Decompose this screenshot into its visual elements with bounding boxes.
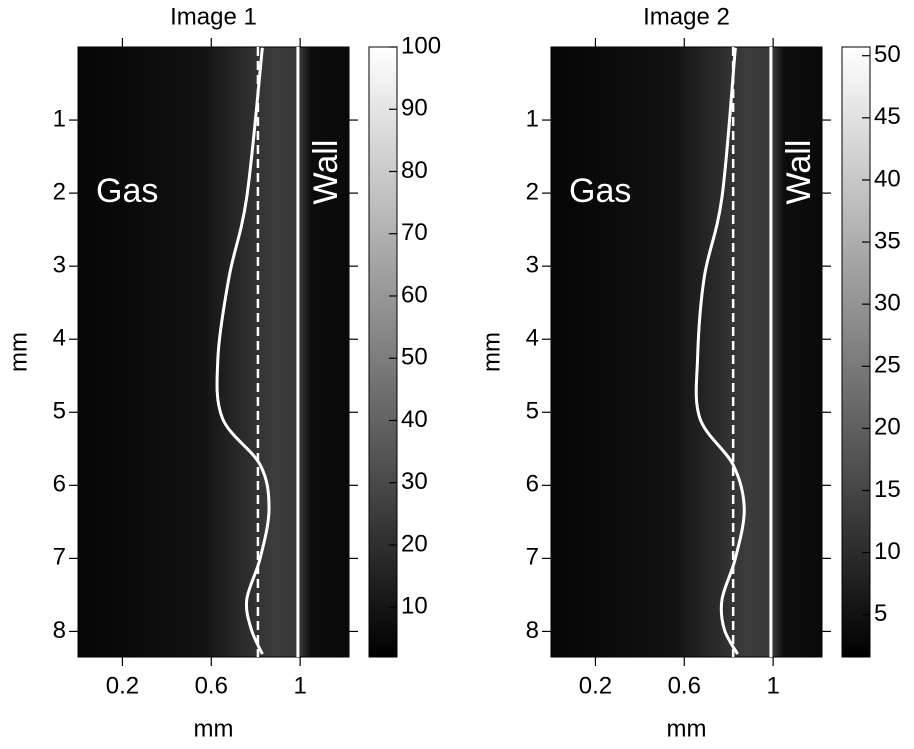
panel-title: Image 2 bbox=[643, 3, 730, 30]
colorbar-tick-label: 30 bbox=[874, 290, 901, 317]
y-tick-label: 3 bbox=[53, 252, 66, 279]
gas-label: Gas bbox=[96, 172, 158, 210]
colorbar-tick-label: 60 bbox=[401, 281, 428, 308]
y-tick-label: 8 bbox=[53, 617, 66, 644]
profile-curve bbox=[215, 47, 271, 655]
colorbar-tick-label: 90 bbox=[401, 95, 428, 122]
y-tick-label: 4 bbox=[526, 325, 539, 352]
colorbar-tick-label: 40 bbox=[874, 165, 901, 192]
colorbar-tick-label: 10 bbox=[874, 538, 901, 565]
y-axis-label: mm bbox=[478, 332, 505, 372]
wall-label: Wall bbox=[307, 140, 345, 205]
colorbar-tick-label: 100 bbox=[401, 32, 441, 59]
x-axis-label: mm bbox=[194, 715, 234, 742]
x-axis-label: mm bbox=[667, 715, 707, 742]
y-tick-label: 3 bbox=[526, 252, 539, 279]
plot-frame bbox=[77, 46, 350, 658]
image-intensity bbox=[78, 47, 349, 657]
plot-frame bbox=[550, 46, 823, 658]
panel-title: Image 1 bbox=[170, 3, 257, 30]
y-tick-label: 5 bbox=[526, 398, 539, 425]
y-tick-label: 8 bbox=[526, 617, 539, 644]
y-axis-label: mm bbox=[5, 332, 32, 372]
image-intensity bbox=[551, 47, 822, 657]
colorbar-tick-label: 45 bbox=[874, 103, 901, 130]
y-tick-label: 2 bbox=[53, 178, 66, 205]
x-tick-label: 1 bbox=[766, 672, 779, 699]
y-tick-label: 6 bbox=[53, 471, 66, 498]
y-tick-label: 6 bbox=[526, 471, 539, 498]
colorbar-tick-label: 35 bbox=[874, 227, 901, 254]
colorbar-tick-label: 10 bbox=[401, 593, 428, 620]
colorbar-tick-label: 15 bbox=[874, 476, 901, 503]
y-tick-label: 1 bbox=[526, 105, 539, 132]
colorbar bbox=[841, 46, 871, 658]
colorbar-tick-label: 20 bbox=[874, 414, 901, 441]
y-tick-label: 2 bbox=[526, 178, 539, 205]
colorbar-tick-label: 25 bbox=[874, 352, 901, 379]
colorbar-tick-label: 50 bbox=[401, 344, 428, 371]
profile-curve bbox=[694, 47, 746, 655]
x-tick-label: 0.6 bbox=[195, 672, 228, 699]
x-tick-label: 0.2 bbox=[579, 672, 612, 699]
wall-label: Wall bbox=[780, 140, 818, 205]
y-tick-label: 1 bbox=[53, 105, 66, 132]
x-tick-label: 1 bbox=[293, 672, 306, 699]
colorbar-tick-label: 30 bbox=[401, 468, 428, 495]
colorbar-tick-label: 5 bbox=[874, 600, 887, 627]
colorbar-tick-label: 40 bbox=[401, 406, 428, 433]
gas-label: Gas bbox=[569, 172, 631, 210]
colorbar bbox=[368, 46, 398, 658]
colorbar-tick-label: 80 bbox=[401, 157, 428, 184]
y-tick-label: 7 bbox=[526, 544, 539, 571]
x-tick-label: 0.2 bbox=[106, 672, 139, 699]
colorbar-tick-label: 20 bbox=[401, 530, 428, 557]
y-tick-label: 5 bbox=[53, 398, 66, 425]
colorbar-tick-label: 70 bbox=[401, 219, 428, 246]
y-tick-label: 4 bbox=[53, 325, 66, 352]
x-tick-label: 0.6 bbox=[668, 672, 701, 699]
y-tick-label: 7 bbox=[53, 544, 66, 571]
colorbar-tick-label: 50 bbox=[874, 41, 901, 68]
